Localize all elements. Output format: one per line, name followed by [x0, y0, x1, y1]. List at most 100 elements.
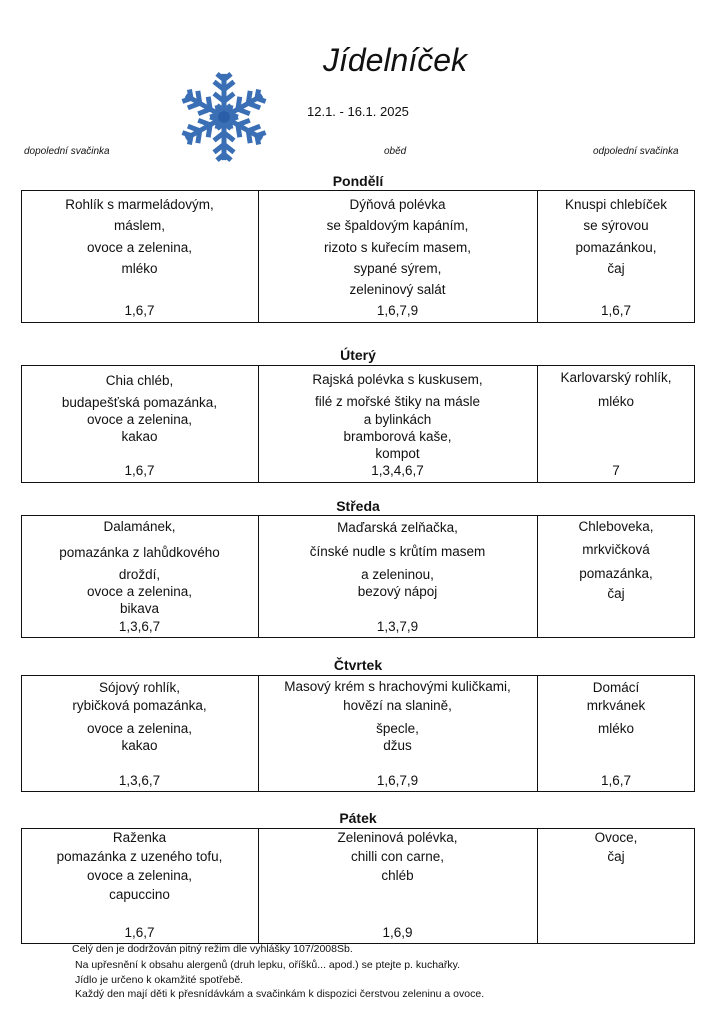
allergens-lunch: 1,6,9	[382, 925, 413, 940]
allergens-afternoon-snack: 1,6,7	[600, 303, 632, 318]
meal-lunch-line: filé z mořské štiky na másle	[314, 394, 481, 409]
allergens-morning-snack: 1,3,6,7	[118, 773, 161, 788]
allergens-lunch: 1,6,7,9	[376, 303, 419, 318]
meal-morning-snack-line: bikava	[119, 601, 160, 616]
meal-afternoon-snack-line: se sýrovou	[583, 218, 649, 233]
meal-lunch-line: bezový nápoj	[357, 584, 438, 599]
meal-lunch-line: džus	[383, 738, 412, 753]
meal-morning-snack-line: Raženka	[112, 830, 167, 845]
allergens-afternoon-snack: 7	[612, 463, 620, 478]
column-label-afternoon-snack: odpolední svačinka	[593, 146, 679, 157]
meal-afternoon-snack-line: pomazánka,	[579, 566, 653, 581]
meal-morning-snack-line: máslem,	[113, 218, 165, 233]
column-divider	[537, 516, 538, 637]
column-label-lunch: oběd	[384, 146, 407, 157]
meal-afternoon-snack-line: Domácí	[592, 680, 640, 695]
meal-morning-snack-line: mléko	[121, 261, 158, 276]
meal-morning-snack-line: kakao	[121, 429, 158, 444]
meal-morning-snack-line: pomazánka z lahůdkového	[59, 545, 220, 560]
menu-table	[21, 365, 695, 483]
menu-table	[21, 190, 695, 323]
date-range: 12.1. - 16.1. 2025	[307, 104, 409, 119]
meal-afternoon-snack-line: mléko	[597, 394, 634, 409]
day-name: Čtvrtek	[333, 657, 383, 673]
meal-morning-snack-line: Dalamánek,	[103, 519, 176, 534]
meal-afternoon-snack-line: mrkvičková	[582, 542, 650, 557]
allergens-afternoon-snack: 1,6,7	[600, 773, 632, 788]
column-divider	[258, 516, 259, 637]
meal-lunch-line: Zeleninová polévka,	[337, 830, 458, 845]
meal-morning-snack-line: ovoce a zelenina,	[86, 412, 193, 427]
allergens-lunch: 1,6,7,9	[376, 773, 419, 788]
meal-lunch-line: chléb	[381, 868, 414, 883]
meal-lunch-line: sypané sýrem,	[353, 261, 442, 276]
allergens-morning-snack: 1,6,7	[124, 303, 155, 318]
column-divider	[258, 676, 259, 791]
meal-morning-snack-line: ovoce a zelenina,	[86, 240, 193, 255]
column-label-morning-snack: dopolední svačinka	[24, 146, 110, 157]
allergens-morning-snack: 1,6,7	[124, 463, 155, 478]
column-divider	[537, 191, 538, 322]
meal-lunch-line: kompot	[375, 446, 420, 461]
meal-lunch-line: bramborová kaše,	[343, 429, 452, 444]
meal-morning-snack-line: Chia chléb,	[105, 373, 174, 388]
meal-lunch-line: špecle,	[376, 721, 419, 736]
meal-lunch-line: Maďarská zelňačka,	[337, 520, 458, 535]
meal-lunch-line: chilli con carne,	[350, 849, 445, 864]
meal-afternoon-snack-line: mrkvánek	[586, 698, 646, 713]
meal-morning-snack-line: kakao	[121, 738, 158, 753]
meal-morning-snack-line: pomazánka z uzeného tofu,	[56, 849, 223, 864]
meal-morning-snack-line: Sójový rohlík,	[98, 680, 181, 695]
allergens-morning-snack: 1,6,7	[124, 925, 155, 940]
meal-morning-snack-line: ovoce a zelenina,	[86, 721, 193, 736]
meal-lunch-line: hovězí na slanině,	[343, 698, 452, 713]
column-divider	[258, 366, 259, 482]
column-divider	[258, 829, 259, 943]
meal-lunch-line: Masový krém s hrachovými kuličkami,	[284, 679, 511, 694]
column-divider	[258, 191, 259, 322]
column-divider	[537, 676, 538, 791]
meal-lunch-line: a bylinkách	[363, 412, 432, 427]
allergens-lunch: 1,3,7,9	[376, 619, 419, 634]
meal-afternoon-snack-line: Ovoce,	[594, 830, 638, 845]
meal-afternoon-snack-line: čaj	[607, 261, 625, 276]
footer-note: Jídlo je určeno k okamžité spotřebě.	[75, 974, 244, 986]
menu-table	[21, 675, 695, 792]
meal-afternoon-snack-line: pomazánkou,	[575, 240, 657, 255]
meal-lunch-line: se špaldovým kapáním,	[326, 218, 469, 233]
meal-morning-snack-line: Rohlík s marmeládovým,	[65, 197, 214, 212]
snowflake-icon	[166, 70, 282, 164]
meal-afternoon-snack-line: Karlovarský rohlík,	[560, 370, 672, 385]
meal-lunch-line: a zeleninou,	[361, 567, 434, 582]
day-name: Pátek	[339, 810, 377, 826]
meal-lunch-line: Dýňová polévka	[349, 197, 446, 212]
meal-afternoon-snack-line: mléko	[597, 721, 634, 736]
meal-morning-snack-line: ovoce a zelenina,	[86, 584, 193, 599]
column-divider	[537, 366, 538, 482]
meal-afternoon-snack-line: čaj	[607, 586, 625, 601]
menu-table	[21, 828, 695, 944]
meal-lunch-line: rizoto s kuřecím masem,	[323, 240, 472, 255]
meal-lunch-line: čínské nudle s krůtím masem	[309, 544, 486, 559]
meal-morning-snack-line: ovoce a zelenina,	[86, 868, 193, 883]
meal-lunch-line: Rajská polévka s kuskusem,	[312, 372, 483, 387]
footer-note: Každý den mají děti k přesnídávkám a sva…	[75, 988, 485, 1000]
meal-morning-snack-line: capuccino	[109, 887, 170, 902]
day-name: Středa	[336, 498, 380, 514]
footer-note: Celý den je dodržován pitný režim dle vy…	[72, 943, 353, 955]
day-name: Pondělí	[332, 173, 384, 189]
allergens-lunch: 1,3,4,6,7	[371, 463, 424, 478]
page-title: Jídelníček	[322, 42, 468, 78]
meal-afternoon-snack-line: čaj	[607, 849, 625, 864]
meal-morning-snack-line: rybičková pomazánka,	[72, 698, 207, 713]
meal-afternoon-snack-line: Knuspi chlebíček	[564, 197, 668, 212]
meal-morning-snack-line: droždí,	[118, 567, 161, 582]
menu-table	[21, 515, 695, 638]
meal-morning-snack-line: budapešťská pomazánka,	[61, 395, 218, 410]
column-divider	[537, 829, 538, 943]
day-name: Úterý	[340, 347, 376, 363]
footer-note: Na upřesnění k obsahu alergenů (druh lep…	[75, 959, 461, 971]
meal-afternoon-snack-line: Chleboveka,	[578, 519, 654, 534]
meal-lunch-line: zeleninový salát	[349, 282, 446, 297]
allergens-morning-snack: 1,3,6,7	[118, 619, 161, 634]
